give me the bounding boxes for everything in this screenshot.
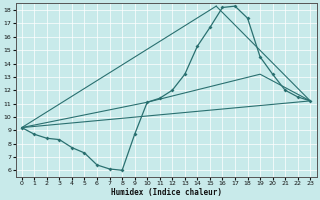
X-axis label: Humidex (Indice chaleur): Humidex (Indice chaleur) [110,188,221,197]
